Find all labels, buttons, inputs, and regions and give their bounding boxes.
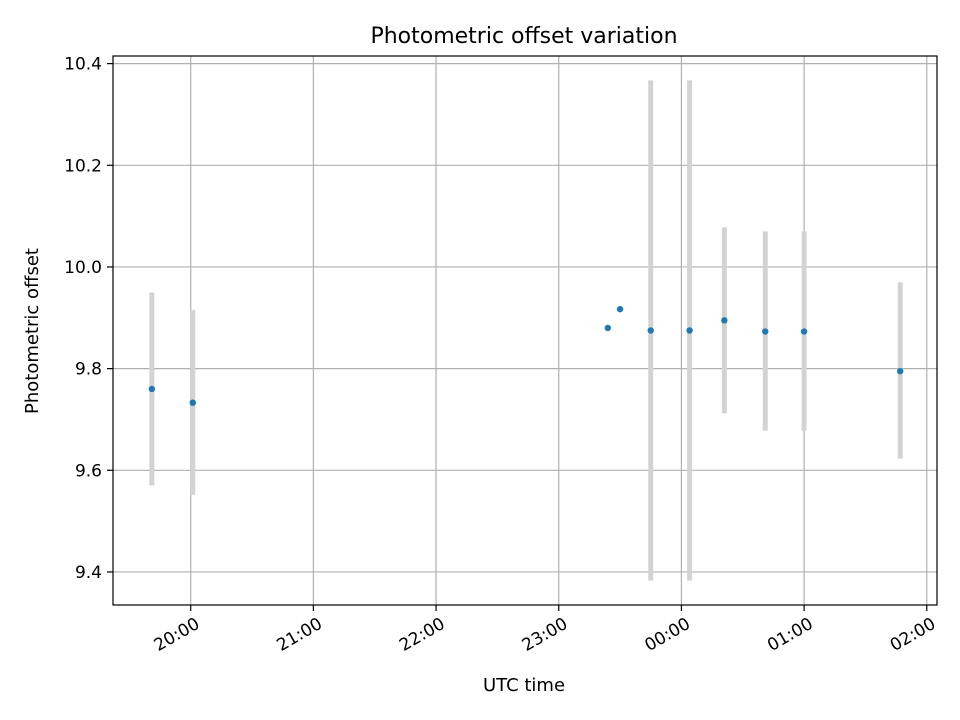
data-point [604, 324, 612, 332]
y-tick-label: 10.4 [64, 55, 102, 75]
data-point [148, 385, 156, 393]
data-points [148, 305, 904, 406]
x-tick-label: 20:00 [151, 614, 203, 656]
y-tick-label: 9.4 [75, 563, 102, 583]
data-point [686, 327, 693, 334]
plot-frame [112, 55, 938, 606]
data-point [762, 328, 769, 335]
x-tick-label: 22:00 [396, 614, 448, 656]
x-tick-label: 01:00 [764, 614, 816, 656]
y-tick-label: 9.8 [75, 360, 102, 380]
grid [113, 56, 937, 605]
x-tick-label: 02:00 [887, 614, 939, 656]
x-tick-label: 23:00 [519, 614, 571, 656]
y-tick-label: 10.0 [64, 258, 102, 278]
x-tick-label: 00:00 [641, 614, 693, 656]
y-tick-label: 9.6 [75, 461, 102, 481]
data-point [616, 305, 624, 313]
chart-title: Photometric offset variation [370, 24, 677, 49]
y-tick-label: 10.2 [64, 156, 102, 176]
data-point [647, 327, 654, 334]
x-axis-label: UTC time [483, 675, 565, 696]
error-bars [149, 80, 903, 581]
data-point [721, 317, 728, 324]
data-point [896, 367, 904, 375]
data-point [189, 399, 196, 406]
y-axis-label: Photometric offset [22, 248, 43, 414]
data-point [800, 328, 808, 335]
axis-ticks: 20:00 21:00 22:00 23:00 00:00 01:00 02:00 9.4 9.… [64, 55, 939, 656]
x-tick-label: 21:00 [273, 614, 325, 656]
